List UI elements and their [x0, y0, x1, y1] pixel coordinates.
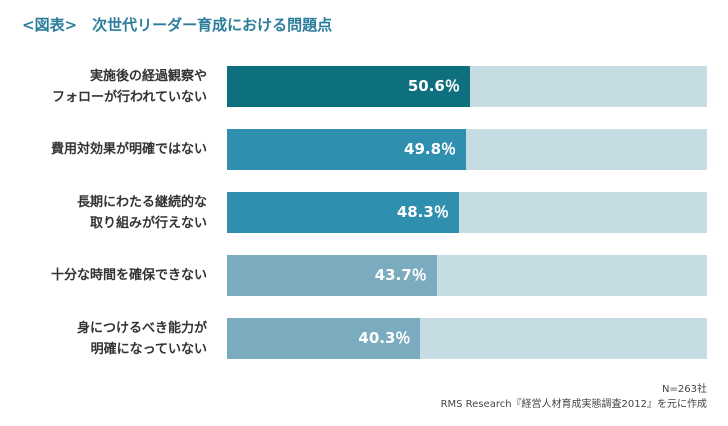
note: RMS Research『経営人材育成実態調査2012』を元に作成	[440, 399, 707, 410]
value-label: 40.3％	[358, 329, 411, 347]
value-label: 48.3％	[396, 203, 449, 221]
bar	[227, 192, 459, 233]
value-label: 43.7％	[374, 266, 427, 284]
category-label: 身につけるべき能力が 明確になっていない	[76, 320, 207, 357]
bar	[227, 66, 470, 107]
category-label: 費用対効果が明確ではない	[50, 142, 207, 157]
chart-title: <図表> 次世代リーダー育成における問題点	[22, 16, 333, 34]
bar	[227, 318, 421, 359]
category-label: 十分な時間を確保できない	[50, 268, 207, 283]
bar	[227, 255, 437, 296]
category-label: 実施後の経過観察や フォローが行われていない	[52, 68, 207, 105]
value-label: 49.8％	[404, 140, 457, 158]
value-label: 50.6％	[407, 77, 460, 95]
bar	[227, 129, 467, 170]
note: N=263社	[662, 384, 707, 395]
category-label: 長期にわたる継続的な 取り組みが行えない	[76, 194, 207, 231]
